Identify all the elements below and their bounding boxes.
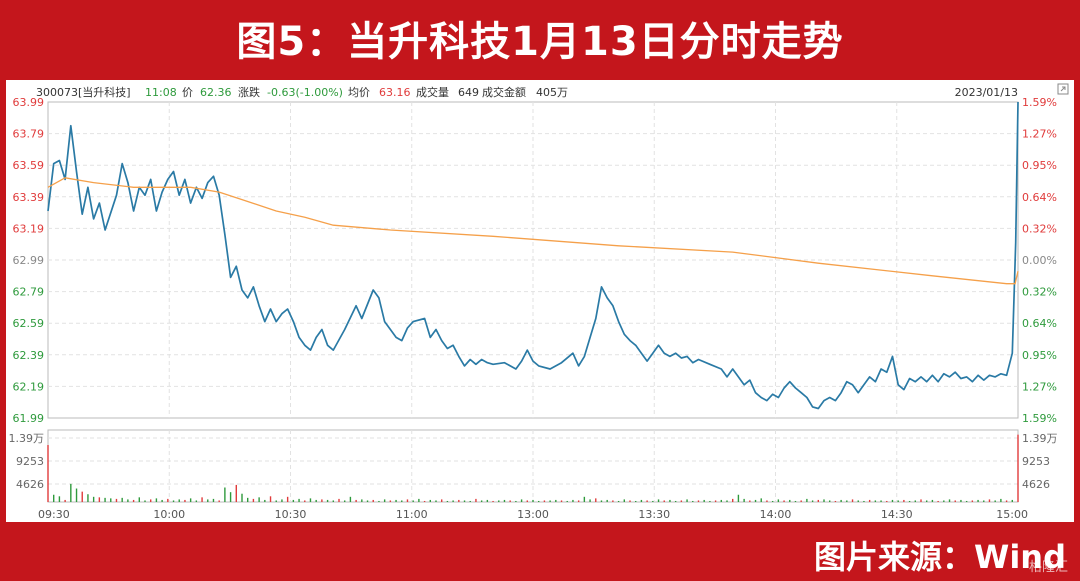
banner-title: 图5：当升科技1月13日分时走势 — [236, 19, 844, 65]
y-tick-label: 61.99 — [13, 412, 45, 425]
volume-right-tick-label: 4626 — [1022, 478, 1050, 491]
current-time: 11:08 — [145, 86, 177, 99]
average-price-line — [47, 177, 1019, 285]
y-right-tick-label: 0.95% — [1022, 159, 1057, 172]
y-tick-label: 63.99 — [13, 96, 45, 109]
y-tick-label: 63.79 — [13, 128, 45, 141]
volume-tick-label: 4626 — [16, 478, 44, 491]
x-tick-label: 14:00 — [760, 508, 792, 521]
x-tick-label: 11:00 — [396, 508, 428, 521]
y-tick-label: 62.59 — [13, 317, 45, 330]
expand-icon[interactable] — [1057, 83, 1069, 95]
x-tick-label: 10:30 — [275, 508, 307, 521]
x-tick-label: 13:30 — [638, 508, 670, 521]
price-line — [47, 101, 1019, 410]
y-right-tick-label: 0.00% — [1022, 254, 1057, 267]
trade-date: 2023/01/13 — [955, 86, 1018, 99]
y-tick-label: 63.39 — [13, 191, 45, 204]
y-right-tick-label: 1.27% — [1022, 128, 1057, 141]
y-right-tick-label: 0.95% — [1022, 349, 1057, 362]
x-tick-label: 09:30 — [38, 508, 70, 521]
y-right-tick-label: 0.32% — [1022, 286, 1057, 299]
avg-label: 均价 — [348, 86, 370, 99]
volume-right-tick-label: 9253 — [1022, 455, 1050, 468]
volume-tick-label: 9253 — [16, 455, 44, 468]
chart-panel: 63.99 63.79 63.59 63.39 63.19 62.99 62.79 62.59… — [6, 80, 1074, 522]
y-tick-label: 62.79 — [13, 286, 45, 299]
y-tick-label: 63.19 — [13, 222, 45, 235]
watermark-logo: 格隆汇 — [1028, 560, 1068, 575]
y-right-tick-label: 0.32% — [1022, 222, 1057, 235]
amount-label: 成交金额 — [482, 85, 526, 99]
y-tick-label: 62.99 — [13, 254, 45, 267]
price-label: 价 — [182, 86, 193, 99]
x-tick-label: 13:00 — [517, 508, 549, 521]
source-note: 图片来源：Wind — [814, 538, 1066, 576]
y-tick-label: 62.19 — [13, 380, 45, 393]
amount-value: 405万 — [536, 86, 568, 99]
y-right-tick-label: 1.59% — [1022, 412, 1057, 425]
volume-label: 成交量 — [416, 85, 449, 99]
volume-right-tick-label: 1.39万 — [1022, 432, 1058, 445]
avg-value: 63.16 — [379, 86, 411, 99]
intraday-chart: 63.99 63.79 63.59 63.39 63.19 62.99 62.79 62.59… — [9, 83, 1069, 521]
y-tick-label: 62.39 — [13, 349, 45, 362]
x-tick-label: 10:00 — [153, 508, 185, 521]
volume-tick-label: 1.39万 — [9, 432, 45, 445]
stock-code: 300073[当升科技] — [36, 85, 131, 99]
change-value: -0.63(-1.00%) — [267, 86, 343, 99]
price-value: 62.36 — [200, 86, 232, 99]
volume-value: 649 — [458, 86, 479, 99]
x-tick-label: 15:00 — [996, 508, 1028, 521]
x-tick-label: 14:30 — [881, 508, 913, 521]
y-right-tick-label: 0.64% — [1022, 191, 1057, 204]
y-right-tick-label: 1.59% — [1022, 96, 1057, 109]
y-right-tick-label: 1.27% — [1022, 380, 1057, 393]
y-tick-label: 63.59 — [13, 159, 45, 172]
change-label: 涨跌 — [238, 85, 260, 99]
y-right-tick-label: 0.64% — [1022, 317, 1057, 330]
